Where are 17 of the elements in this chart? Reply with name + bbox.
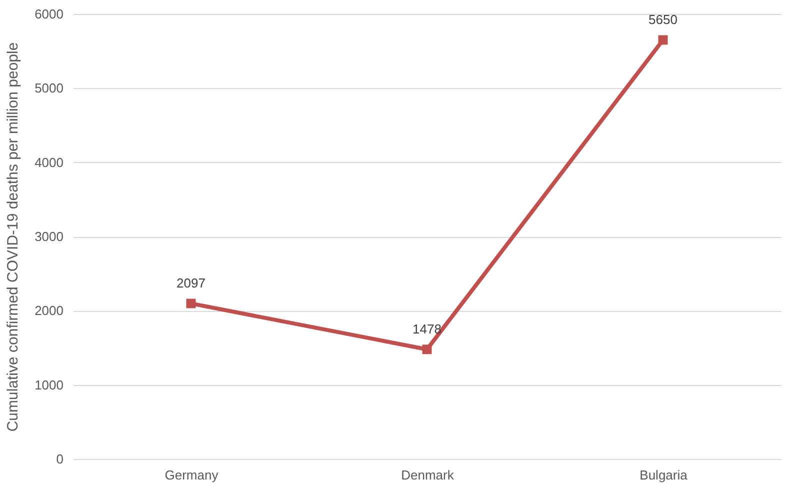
point <box>422 344 432 354</box>
y-tick-label: 1000 <box>34 377 64 392</box>
point <box>658 35 668 45</box>
y-tick-label: 5000 <box>34 80 64 96</box>
y-tick-label: 4000 <box>34 154 64 170</box>
y-tick-label: 6000 <box>34 6 64 22</box>
y-axis-title: Cumulative confirmed COVID-19 deaths per million people <box>4 42 22 432</box>
y-tick-label: 2000 <box>34 303 64 318</box>
x-tick-label: Bulgaria <box>640 468 688 482</box>
y-tick-label: 3000 <box>34 229 64 244</box>
y-tick-label: 0 <box>56 452 64 466</box>
x-tick-label: Denmark <box>401 468 454 482</box>
data-label: 5650 <box>648 12 678 27</box>
x-tick-label: Germany <box>164 468 219 482</box>
data-label: 1478 <box>412 321 442 336</box>
data-label: 2097 <box>176 275 206 290</box>
point <box>186 298 196 308</box>
